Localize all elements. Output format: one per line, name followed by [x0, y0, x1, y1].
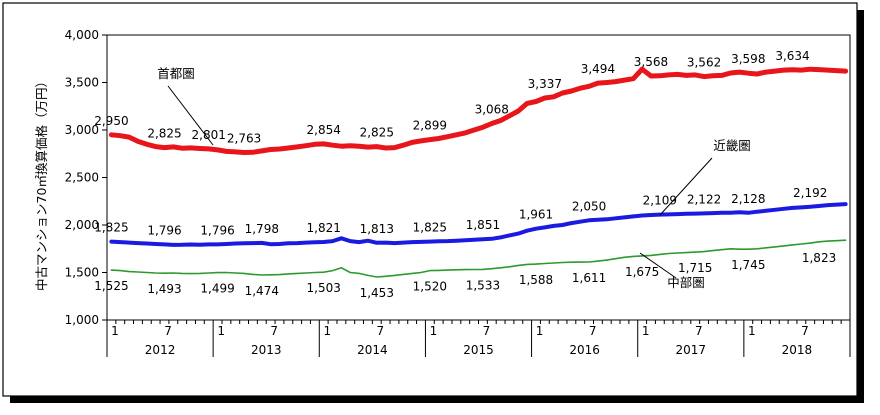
data-label: 1,533 — [466, 278, 500, 292]
data-label: 1,499 — [200, 282, 234, 296]
x-axis: 1 7 2012 1 7 2013 1 7 2014 1 7 2015 1 7 2016 1 7 2017 1 7 20… — [106, 320, 851, 357]
data-label: 2,825 — [147, 127, 181, 141]
series-name: 近畿圏 — [713, 138, 751, 153]
month-label: 7 — [589, 324, 597, 338]
year-label: 2012 — [145, 343, 176, 357]
data-label: 1,796 — [200, 223, 234, 237]
data-label: 2,950 — [94, 114, 128, 128]
data-label: 3,634 — [775, 49, 809, 63]
month-label: 1 — [430, 324, 438, 338]
series-line-1 — [108, 66, 849, 155]
data-label: 3,598 — [731, 52, 765, 66]
data-label: 1,823 — [802, 251, 836, 265]
month-label: 7 — [270, 324, 278, 338]
month-label: 7 — [801, 324, 809, 338]
frame-border — [2, 2, 858, 397]
series-layer — [108, 66, 849, 278]
month-label: 1 — [111, 324, 119, 338]
data-label: 2,899 — [413, 119, 447, 133]
year-label: 2018 — [782, 343, 813, 357]
data-label: 1,474 — [245, 284, 279, 298]
data-label: 2,050 — [572, 199, 606, 213]
data-label: 2,825 — [360, 126, 394, 140]
y-tick-label: 2,000 — [65, 218, 99, 232]
data-label: 1,745 — [731, 258, 765, 272]
data-label: 1,821 — [307, 221, 341, 235]
data-label: 2,122 — [687, 192, 721, 206]
month-label: 7 — [377, 324, 385, 338]
month-label: 1 — [323, 324, 331, 338]
data-label: 1,525 — [94, 279, 128, 293]
data-label: 3,337 — [528, 77, 562, 91]
series-line-3 — [110, 239, 847, 278]
year-label: 2017 — [676, 343, 707, 357]
month-label: 1 — [217, 324, 225, 338]
data-label: 1,588 — [519, 273, 553, 287]
year-label: 2016 — [569, 343, 600, 357]
month-label: 7 — [164, 324, 172, 338]
y-tick-label: 3,000 — [65, 123, 99, 137]
series-leader-line — [659, 157, 713, 216]
data-label: 2,763 — [227, 132, 261, 146]
data-label: 1,520 — [413, 280, 447, 294]
data-label: 1,813 — [360, 222, 394, 236]
data-label: 3,494 — [581, 62, 615, 76]
data-label: 1,796 — [147, 223, 181, 237]
data-label-layer: 2,950 2,825 2,801 2,763 2,854 2,825 2,899 3,068… — [94, 49, 836, 300]
data-label: 2,109 — [643, 194, 677, 208]
data-label: 3,068 — [475, 103, 509, 117]
data-label: 1,851 — [466, 218, 500, 232]
series-name: 首都圏 — [157, 66, 195, 81]
series-leader-line — [639, 252, 677, 279]
series-leader-line — [167, 85, 214, 146]
month-label: 1 — [536, 324, 544, 338]
year-label: 2014 — [357, 343, 388, 357]
month-label: 1 — [642, 324, 650, 338]
data-label: 1,503 — [307, 281, 341, 295]
data-label: 1,961 — [519, 208, 553, 222]
y-axis-title: 中古マンション70㎡換算価格（万円） — [34, 75, 49, 291]
data-label: 2,192 — [793, 186, 827, 200]
y-tick-label: 1,500 — [65, 266, 99, 280]
data-label: 2,128 — [731, 192, 765, 206]
y-tick-label: 2,500 — [65, 171, 99, 185]
data-label: 3,562 — [687, 56, 721, 70]
data-label: 1,798 — [245, 222, 279, 236]
y-axis: 1,000 1,500 2,000 2,500 3,000 3,500 4,000 — [65, 28, 107, 327]
data-label: 2,801 — [192, 128, 226, 142]
year-label: 2013 — [251, 343, 282, 357]
series-name: 中部圏 — [667, 275, 705, 290]
y-tick-label: 4,000 — [65, 28, 99, 42]
data-label: 1,611 — [572, 271, 606, 285]
data-label: 2,854 — [307, 123, 341, 137]
month-label: 7 — [695, 324, 703, 338]
y-tick-label: 1,000 — [65, 313, 99, 327]
year-label: 2015 — [463, 343, 494, 357]
series-line-2 — [109, 202, 848, 247]
data-label: 1,675 — [625, 265, 659, 279]
data-label: 1,493 — [147, 282, 181, 296]
data-label: 1,825 — [94, 221, 128, 235]
data-label: 3,568 — [634, 55, 668, 69]
month-label: 7 — [483, 324, 491, 338]
y-tick-label: 3,500 — [65, 76, 99, 90]
data-label: 1,453 — [360, 286, 394, 300]
data-label: 1,825 — [413, 221, 447, 235]
data-label: 1,715 — [678, 261, 712, 275]
month-label: 1 — [748, 324, 756, 338]
